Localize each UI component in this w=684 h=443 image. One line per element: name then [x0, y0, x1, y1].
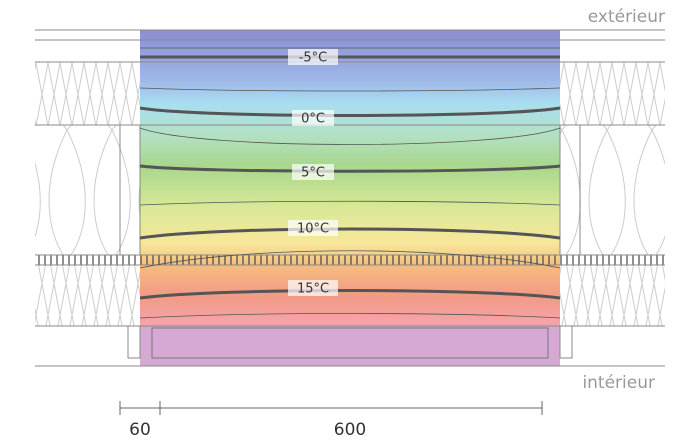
- isotherm-label: -5°C: [299, 51, 328, 66]
- isotherm-labels: -5°C 0°C 5°C 10°C 15°C: [288, 49, 338, 297]
- dimension-label: 600: [334, 420, 366, 440]
- isotherm-label: 15°C: [297, 282, 329, 297]
- temperature-field: [140, 30, 560, 326]
- label-bg: [292, 164, 334, 180]
- batten-right: [559, 325, 573, 359]
- label-bg: [288, 49, 338, 65]
- batten-left: [127, 325, 141, 359]
- label-bg: [292, 110, 334, 126]
- isotherm-thin: [139, 250, 561, 269]
- stud-left: [119, 124, 141, 256]
- isotherm-thin: [139, 127, 561, 145]
- isotherm-thick: [139, 227, 561, 240]
- isotherm-label: 10°C: [297, 222, 329, 237]
- label-bg: [288, 220, 338, 236]
- isotherm-thin: [139, 87, 561, 92]
- dimension: [119, 401, 543, 415]
- isotherm-thick: [139, 106, 561, 117]
- exterior-label: extérieur: [588, 7, 665, 27]
- isotherm-label: 0°C: [301, 112, 325, 127]
- wall-layers: [35, 29, 665, 367]
- interior-label: intérieur: [582, 373, 655, 393]
- isotherm-thick: [139, 289, 561, 300]
- isotherm-thick: [139, 164, 561, 173]
- dimension-label: 60: [129, 420, 151, 440]
- isotherm-thin: [139, 313, 561, 319]
- stud-right: [559, 124, 581, 256]
- battens: [35, 255, 665, 265]
- isotherm-label: 5°C: [301, 166, 325, 181]
- interior-board-field: [140, 326, 560, 366]
- isotherm-lines: [139, 47, 561, 319]
- board: [151, 327, 549, 359]
- label-bg: [288, 280, 338, 296]
- isotherm-thin: [139, 200, 561, 206]
